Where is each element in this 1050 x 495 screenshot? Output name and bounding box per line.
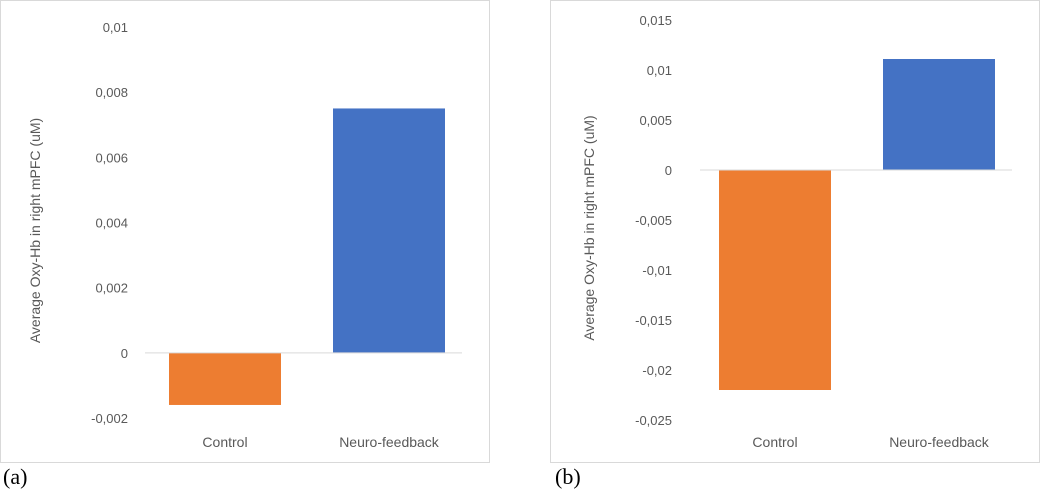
y-tick-label: -0,02 <box>642 363 672 378</box>
panel-caption-a: (a) <box>3 464 28 489</box>
x-category-label: Neuro-feedback <box>889 434 990 450</box>
y-tick-label: 0,008 <box>95 85 128 100</box>
y-tick-label: 0,005 <box>639 113 672 128</box>
y-tick-label: 0,01 <box>103 20 128 35</box>
y-tick-label: -0,002 <box>91 411 128 426</box>
x-category-label: Control <box>752 434 797 450</box>
y-tick-label: 0,006 <box>95 150 128 165</box>
bar-control <box>719 170 831 390</box>
bar-neuro-feedback <box>883 59 995 170</box>
y-tick-label: -0,015 <box>635 313 672 328</box>
x-category-label: Neuro-feedback <box>339 434 440 450</box>
chart-panel-b: -0,025 -0,02 -0,015 -0,01 -0,005 0 0,005 0,01 0,… <box>550 0 1050 495</box>
bar-control <box>169 352 281 405</box>
y-axis-title: Average Oxy-Hb in right mPFC (uM) <box>27 118 43 343</box>
y-tick-label: 0 <box>121 346 128 361</box>
y-axis-title: Average Oxy-Hb in right mPFC (uM) <box>581 115 597 340</box>
bar-neuro-feedback <box>333 108 445 353</box>
x-category-label: Control <box>202 434 247 450</box>
y-tick-label: 0 <box>665 163 672 178</box>
y-tick-label: 0,01 <box>647 63 672 78</box>
bar-chart-b: -0,025 -0,02 -0,015 -0,01 -0,005 0 0,005 0,01 0,… <box>581 13 1012 450</box>
chart-panel-a: -0,002 0 0,002 0,004 0,006 0,008 0,01 Control Ne… <box>0 0 500 495</box>
y-tick-label: 0,015 <box>639 13 672 28</box>
y-tick-label: 0,002 <box>95 281 128 296</box>
y-tick-label: -0,01 <box>642 263 672 278</box>
y-tick-label: -0,025 <box>635 413 672 428</box>
bar-chart-a: -0,002 0 0,002 0,004 0,006 0,008 0,01 Control Ne… <box>27 20 462 450</box>
panel-caption-b: (b) <box>555 464 581 489</box>
y-tick-label: -0,005 <box>635 213 672 228</box>
y-tick-label: 0,004 <box>95 216 128 231</box>
